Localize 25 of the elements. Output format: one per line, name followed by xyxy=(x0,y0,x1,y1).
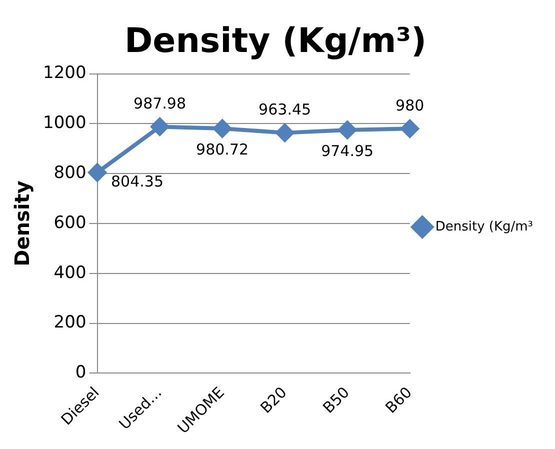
point xyxy=(338,120,356,139)
point xyxy=(150,118,169,136)
chart-title: Density (Kg/m³) xyxy=(124,21,427,62)
point xyxy=(276,124,294,142)
data-label: 987.98 xyxy=(134,94,186,113)
y-tick-label: 1200 xyxy=(43,63,86,84)
data-label: 804.35 xyxy=(111,172,164,190)
y-tick-label: 1000 xyxy=(43,113,86,134)
y-tick-label: 200 xyxy=(54,312,86,333)
point xyxy=(400,120,419,138)
point xyxy=(213,120,232,138)
data-label: 980 xyxy=(396,96,424,115)
data-label: 980.72 xyxy=(196,140,249,158)
data-label: 963.45 xyxy=(258,100,312,119)
y-tick-label: 800 xyxy=(54,163,86,184)
y-tick-label: 0 xyxy=(75,362,86,383)
y-tick-label: 400 xyxy=(54,262,86,283)
x-tick-label: B60 xyxy=(382,383,416,417)
x-tick-label: B20 xyxy=(256,383,290,417)
legend-label: Density (Kg/m³ xyxy=(435,219,534,234)
y-axis-title: Density xyxy=(10,180,34,266)
point xyxy=(88,164,106,182)
y-tick-label: 600 xyxy=(54,212,86,233)
data-label: 974.95 xyxy=(321,142,374,160)
x-tick-label: B50 xyxy=(319,383,353,417)
